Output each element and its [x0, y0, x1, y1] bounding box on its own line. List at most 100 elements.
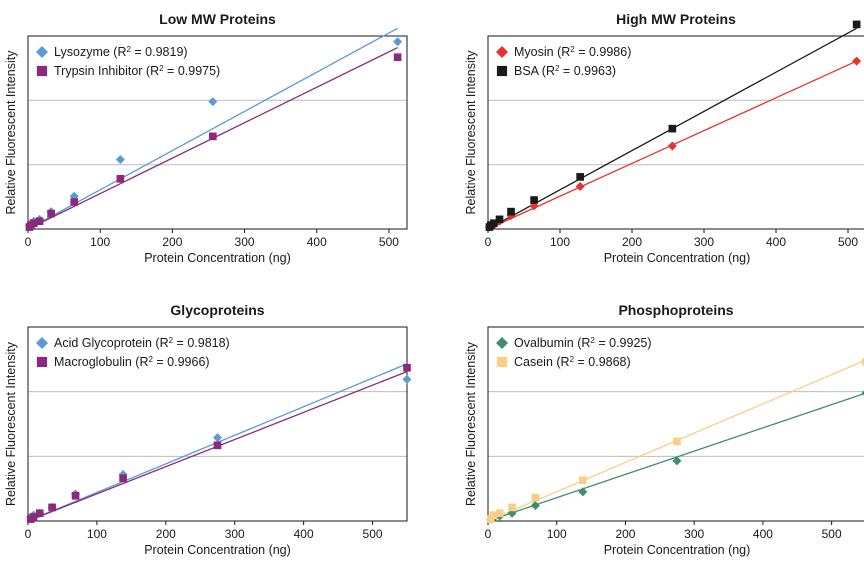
x-tick-label: 300 [684, 527, 704, 541]
data-point [495, 509, 504, 518]
plot-frame [487, 326, 864, 522]
data-point [578, 487, 588, 497]
data-point [862, 358, 864, 366]
plot-frame [27, 35, 408, 230]
data-point [29, 513, 38, 521]
fit-line [27, 27, 398, 230]
data-point [402, 374, 412, 384]
data-point [489, 511, 498, 520]
data-point [530, 196, 538, 204]
x-axis-label: Protein Concentration (ng) [604, 251, 751, 265]
legend-entry: Lysozyme (R2 = 0.9819) [54, 45, 188, 60]
legend-entry: Myosin (R2 = 0.9986) [514, 45, 631, 60]
x-axis-label: Protein Concentration (ng) [144, 251, 291, 265]
x-tick-label: 500 [838, 235, 858, 249]
x-tick-label: 100 [87, 527, 107, 541]
x-tick-label: 200 [156, 527, 176, 541]
legend-marker [36, 356, 48, 368]
x-tick-label: 0 [25, 235, 32, 249]
x-tick-label: 500 [379, 235, 399, 249]
data-point [393, 53, 402, 62]
data-point [115, 155, 125, 165]
data-point [852, 20, 861, 29]
data-point [119, 474, 127, 483]
chart-title: Low MW Proteins [159, 11, 276, 27]
data-point [213, 433, 222, 443]
chart-panel: Phosphoproteins 0 100 200 300 400 500 Protein C… [464, 302, 864, 557]
fit-line [487, 392, 864, 522]
legend-marker [496, 356, 508, 368]
y-axis-label: Relative Fluorescent Intensity [464, 50, 478, 215]
legend-marker [36, 337, 48, 349]
legend-entry: Macroglobulin (R2 = 0.9966) [54, 355, 210, 370]
y-axis-label: Relative Fluorescent Intensity [4, 50, 18, 215]
legend-entry: Casein (R2 = 0.9868) [514, 355, 631, 370]
legend-marker [36, 65, 48, 77]
x-tick-label: 400 [294, 527, 314, 541]
chart-title: Glycoproteins [170, 302, 264, 318]
legend-entry: Acid Glycoprotein (R2 = 0.9818) [54, 336, 230, 351]
x-tick-label: 100 [90, 235, 110, 249]
x-tick-label: 200 [622, 235, 642, 249]
data-point [575, 182, 585, 192]
legend-marker [496, 337, 508, 349]
x-tick-label: 100 [550, 235, 570, 249]
x-tick-label: 300 [225, 527, 245, 541]
x-tick-label: 300 [694, 235, 714, 249]
x-tick-label: 0 [25, 527, 32, 541]
chart-panel: Glycoproteins 0 100 200 300 400 500 Protein Con… [4, 302, 412, 557]
x-tick-label: 500 [363, 527, 383, 541]
y-axis-label: Relative Fluorescent Intensity [464, 341, 478, 506]
x-tick-label: 0 [485, 235, 492, 249]
data-point [576, 173, 584, 181]
legend-marker [496, 65, 508, 77]
legend-marker [496, 46, 508, 58]
x-axis-label: Protein Concentration (ng) [144, 543, 291, 557]
x-tick-label: 0 [485, 527, 492, 541]
x-tick-label: 400 [766, 235, 786, 249]
legend-entry: Ovalbumin (R2 = 0.9925) [514, 336, 652, 351]
data-point [486, 515, 495, 523]
x-tick-label: 400 [307, 235, 327, 249]
x-tick-label: 200 [162, 235, 182, 249]
data-point [208, 97, 218, 107]
data-point [668, 124, 677, 133]
data-point [393, 37, 403, 47]
data-point [508, 503, 516, 512]
data-point [35, 509, 44, 518]
legend-entry: Trypsin Inhibitor (R2 = 0.9975) [54, 64, 220, 79]
data-point [531, 493, 540, 502]
x-tick-label: 400 [753, 527, 773, 541]
chart-panel: High MW Proteins 0 100 200 300 400 500 Protein … [464, 11, 864, 265]
y-axis-label: Relative Fluorescent Intensity [4, 341, 18, 506]
data-point [489, 219, 498, 228]
legend-marker [36, 46, 48, 58]
x-axis-label: Protein Concentration (ng) [604, 543, 751, 557]
data-point [29, 219, 38, 228]
data-point [208, 132, 217, 141]
data-point [48, 503, 56, 512]
chart-title: Phosphoproteins [618, 302, 733, 318]
data-point [213, 441, 222, 450]
data-point [507, 207, 515, 216]
data-point [861, 390, 864, 396]
legend-entry: BSA (R2 = 0.9963) [514, 64, 616, 79]
data-point [672, 456, 682, 466]
data-point [35, 217, 44, 226]
data-point [116, 174, 125, 183]
x-tick-label: 500 [822, 527, 842, 541]
data-point [495, 215, 504, 224]
plot-frame [27, 326, 408, 522]
plot-frame [487, 35, 864, 230]
data-point [530, 500, 540, 510]
data-point [47, 209, 55, 218]
x-tick-label: 100 [547, 527, 567, 541]
chart-panel: Low MW Proteins 0 100 200 300 400 500 Protein C… [4, 11, 408, 265]
data-point [70, 198, 79, 206]
data-point [673, 437, 681, 446]
data-point [403, 363, 411, 372]
chart-title: High MW Proteins [616, 11, 736, 27]
data-point [852, 56, 862, 66]
data-point [579, 476, 587, 485]
